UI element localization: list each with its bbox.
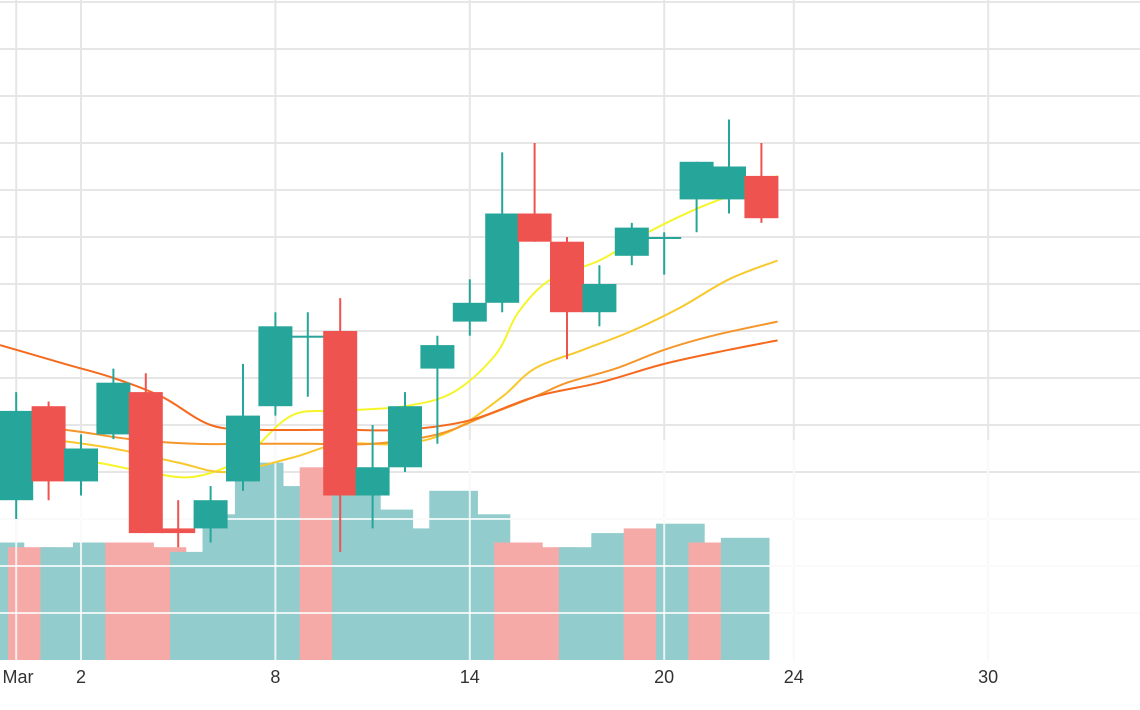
moving-average-line xyxy=(0,339,778,432)
candle-body xyxy=(64,448,98,482)
candle-body xyxy=(388,406,422,468)
candle-body xyxy=(0,410,34,501)
candle xyxy=(485,152,520,313)
candle xyxy=(712,119,746,214)
candle-body xyxy=(550,241,584,313)
candle xyxy=(550,237,584,360)
candle xyxy=(517,143,552,242)
candle-body xyxy=(355,467,390,496)
candle xyxy=(31,401,66,501)
candle xyxy=(614,222,649,266)
candle xyxy=(388,392,422,472)
candle xyxy=(290,312,325,397)
candle xyxy=(96,368,131,440)
candle xyxy=(744,143,779,223)
candle-body xyxy=(647,237,682,239)
candle xyxy=(226,363,260,491)
candle xyxy=(128,373,163,534)
candle-body xyxy=(485,213,520,303)
candle-body xyxy=(161,528,196,534)
candle-body xyxy=(323,331,358,496)
x-tick-label: 14 xyxy=(460,667,480,687)
candle xyxy=(647,232,682,275)
candle-body xyxy=(31,406,66,482)
candle-body xyxy=(517,213,552,242)
candle-body xyxy=(744,175,779,219)
candles xyxy=(0,119,779,552)
x-tick-label: Mar xyxy=(3,667,34,687)
x-tick-label: 8 xyxy=(270,667,280,687)
x-axis: Mar 2 8 14 20 24 30 xyxy=(3,667,999,687)
x-tick-label: 30 xyxy=(978,667,998,687)
candle-body xyxy=(679,161,714,200)
candle xyxy=(258,312,293,416)
candle-body xyxy=(128,392,163,534)
candle-body xyxy=(452,302,487,322)
candle-body xyxy=(420,345,455,369)
candle-body xyxy=(226,415,260,482)
candle xyxy=(679,161,714,233)
candle xyxy=(64,434,98,496)
candle-body xyxy=(258,326,293,407)
candle xyxy=(582,265,617,327)
candle xyxy=(323,298,358,552)
x-tick-label: 24 xyxy=(784,667,804,687)
candle xyxy=(0,392,34,519)
candle xyxy=(355,425,390,529)
candle xyxy=(161,500,196,548)
candle-body xyxy=(193,500,228,529)
candle xyxy=(193,486,228,543)
volume-bar xyxy=(720,537,770,660)
x-tick-label: 20 xyxy=(654,667,674,687)
candle-body xyxy=(290,335,325,338)
candle xyxy=(420,335,455,444)
candle-body xyxy=(614,227,649,256)
candle-body xyxy=(582,284,617,313)
x-tick-label: 2 xyxy=(76,667,86,687)
volume-bars xyxy=(0,440,1140,660)
candle-body xyxy=(96,382,131,435)
candle-body xyxy=(712,166,746,200)
candle xyxy=(452,279,487,336)
